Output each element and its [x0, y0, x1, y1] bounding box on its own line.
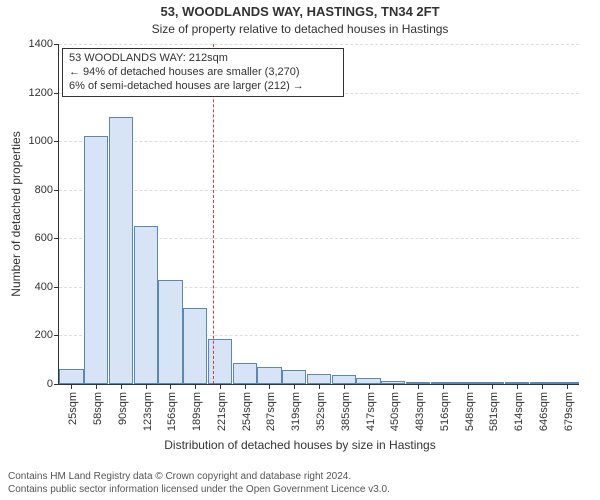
- x-tick-label: 58sqm: [92, 392, 104, 425]
- y-tick-label: 1000: [29, 135, 59, 147]
- annotation-line: ← 94% of detached houses are smaller (3,…: [69, 66, 337, 80]
- x-tick-label: 483sqm: [414, 392, 426, 431]
- x-tick-mark: [567, 384, 568, 389]
- x-tick-label: 25sqm: [67, 392, 79, 425]
- annotation-line: 6% of semi-detached houses are larger (2…: [69, 80, 337, 94]
- y-tick-label: 1400: [29, 38, 59, 50]
- x-tick-label: 548sqm: [464, 392, 476, 431]
- histogram-bar: [109, 117, 133, 384]
- x-tick-mark: [369, 384, 370, 389]
- grid-line: [59, 44, 579, 45]
- x-tick-mark: [344, 384, 345, 389]
- y-tick-label: 200: [35, 329, 59, 341]
- x-tick-mark: [468, 384, 469, 389]
- x-tick-label: 189sqm: [191, 392, 203, 431]
- x-tick-mark: [269, 384, 270, 389]
- x-tick-label: 90sqm: [117, 392, 129, 425]
- x-tick-mark: [96, 384, 97, 389]
- x-tick-label: 417sqm: [365, 392, 377, 431]
- x-tick-label: 287sqm: [265, 392, 277, 431]
- x-tick-label: 679sqm: [563, 392, 575, 431]
- x-tick-label: 450sqm: [389, 392, 401, 431]
- histogram-bar: [134, 226, 158, 384]
- histogram-bar: [59, 369, 83, 384]
- y-axis-title: Number of detached properties: [9, 131, 23, 296]
- x-tick-mark: [418, 384, 419, 389]
- x-tick-label: 614sqm: [513, 392, 525, 431]
- x-tick-label: 352sqm: [315, 392, 327, 431]
- x-tick-mark: [294, 384, 295, 389]
- x-tick-label: 319sqm: [290, 392, 302, 431]
- footer-line: Contains HM Land Registry data © Crown c…: [8, 471, 390, 484]
- footer-attribution: Contains HM Land Registry data © Crown c…: [8, 471, 390, 496]
- x-tick-label: 254sqm: [241, 392, 253, 431]
- x-axis-title: Distribution of detached houses by size …: [0, 438, 600, 452]
- annotation-line: 53 WOODLANDS WAY: 212sqm: [69, 52, 337, 66]
- histogram-bar: [257, 367, 281, 384]
- histogram-bar: [332, 375, 356, 384]
- x-tick-mark: [517, 384, 518, 389]
- grid-line: [59, 190, 579, 191]
- x-tick-label: 123sqm: [142, 392, 154, 431]
- chart-subtitle: Size of property relative to detached ho…: [0, 22, 600, 36]
- x-tick-mark: [121, 384, 122, 389]
- x-tick-mark: [542, 384, 543, 389]
- x-tick-label: 221sqm: [216, 392, 228, 431]
- histogram-bar: [208, 339, 232, 384]
- x-tick-label: 516sqm: [439, 392, 451, 431]
- x-tick-mark: [492, 384, 493, 389]
- histogram-bar: [84, 136, 108, 384]
- x-tick-mark: [393, 384, 394, 389]
- x-tick-mark: [220, 384, 221, 389]
- x-tick-mark: [443, 384, 444, 389]
- x-tick-label: 385sqm: [340, 392, 352, 431]
- x-tick-mark: [195, 384, 196, 389]
- histogram-bar: [282, 370, 306, 384]
- x-tick-mark: [319, 384, 320, 389]
- x-tick-mark: [245, 384, 246, 389]
- y-tick-label: 1200: [29, 87, 59, 99]
- y-tick-label: 600: [35, 232, 59, 244]
- y-tick-label: 400: [35, 281, 59, 293]
- histogram-bar: [233, 363, 257, 384]
- y-tick-label: 800: [35, 184, 59, 196]
- grid-line: [59, 141, 579, 142]
- x-tick-label: 581sqm: [488, 392, 500, 431]
- annotation-box: 53 WOODLANDS WAY: 212sqm← 94% of detache…: [62, 48, 344, 97]
- histogram-bar: [307, 374, 331, 384]
- histogram-bar: [183, 308, 207, 385]
- histogram-bar: [158, 280, 182, 384]
- x-tick-mark: [71, 384, 72, 389]
- y-tick-label: 0: [47, 378, 59, 390]
- x-tick-mark: [170, 384, 171, 389]
- x-tick-label: 156sqm: [166, 392, 178, 431]
- x-tick-label: 646sqm: [538, 392, 550, 431]
- footer-line: Contains public sector information licen…: [8, 484, 390, 497]
- x-tick-mark: [146, 384, 147, 389]
- chart-title: 53, WOODLANDS WAY, HASTINGS, TN34 2FT: [0, 4, 600, 19]
